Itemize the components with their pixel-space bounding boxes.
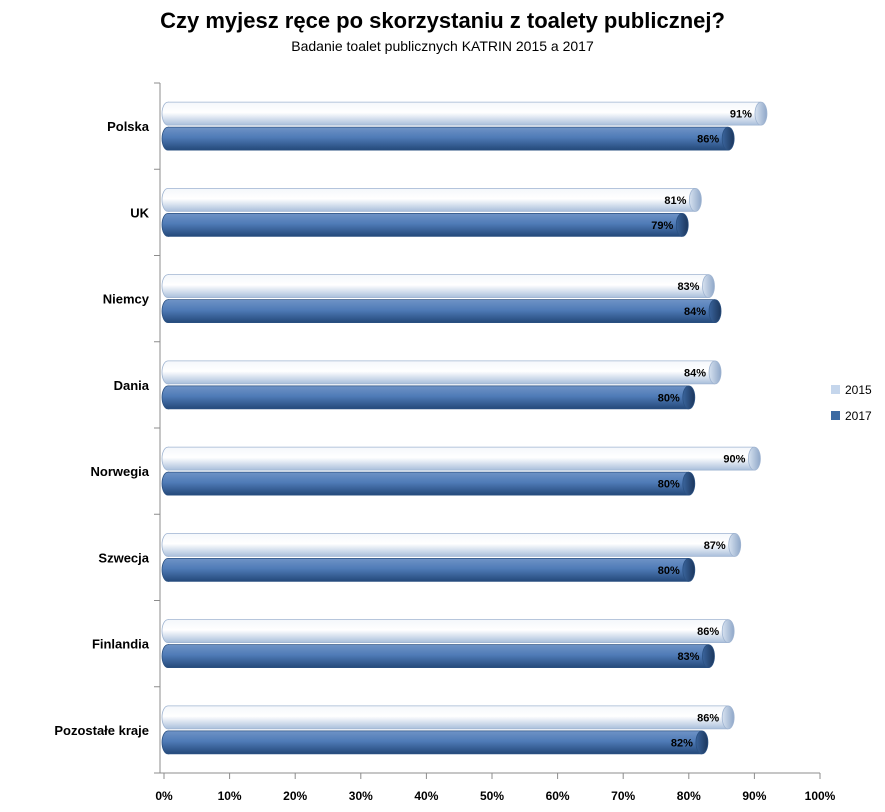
bar-2017-4: 80% xyxy=(161,471,696,496)
bar-2017-5: 80% xyxy=(161,557,696,582)
bar-2017-1: 79% xyxy=(161,212,689,237)
bar-body xyxy=(168,188,696,212)
x-tick-label: 70% xyxy=(611,789,635,803)
bar-2015-3: 84% xyxy=(161,360,722,385)
data-label: 81% xyxy=(664,195,686,207)
data-label: 87% xyxy=(704,540,726,552)
bar-2015-4: 90% xyxy=(161,446,761,471)
category-label: Dania xyxy=(114,378,150,393)
bar-body xyxy=(168,213,683,237)
bar-cap xyxy=(748,446,761,471)
bar-2015-1: 81% xyxy=(161,187,702,212)
bar-body xyxy=(168,385,689,409)
bar-cap xyxy=(688,187,702,212)
bar-cap xyxy=(682,471,696,496)
category-label: Polska xyxy=(107,119,150,134)
bar-cap xyxy=(728,532,742,557)
x-tick-label: 60% xyxy=(546,789,570,803)
data-label: 86% xyxy=(697,626,719,638)
bar-2015-0: 91% xyxy=(161,101,768,126)
data-label: 84% xyxy=(684,367,706,379)
bar-cap xyxy=(682,557,696,582)
bar-2017-2: 84% xyxy=(161,299,722,324)
data-label: 83% xyxy=(677,281,699,293)
bar-body xyxy=(168,644,709,668)
bar-cap xyxy=(708,360,722,385)
data-label: 86% xyxy=(697,712,719,724)
bar-2017-0: 86% xyxy=(161,126,735,151)
bar-body xyxy=(168,705,729,729)
bar-body xyxy=(168,360,716,384)
chart-subtitle: Badanie toalet publicznych KATRIN 2015 a… xyxy=(291,38,594,54)
bar-body xyxy=(168,127,729,151)
category-label: UK xyxy=(130,205,149,220)
category-label: Pozostałe kraje xyxy=(54,723,149,738)
data-label: 80% xyxy=(658,565,680,577)
data-label: 90% xyxy=(723,454,745,466)
axis-layer: 0% 10% 20% 30% 40% 50% 60% 70% 80% 90% 100% Polska U… xyxy=(54,82,836,803)
bar-2017-7: 82% xyxy=(161,730,709,755)
bar-cap xyxy=(702,644,715,669)
bar-body xyxy=(168,472,689,496)
bar-cap xyxy=(721,126,735,151)
bar-cap xyxy=(721,619,735,644)
bar-2015-7: 86% xyxy=(161,705,735,730)
bar-body xyxy=(168,274,709,298)
data-label: 79% xyxy=(651,220,673,232)
legend-label-2017: 2017 xyxy=(845,409,872,423)
data-label: 80% xyxy=(658,479,680,491)
bar-body xyxy=(168,619,729,643)
legend: 2015 2017 xyxy=(831,383,872,423)
bar-2015-6: 86% xyxy=(161,619,735,644)
bar-2017-6: 83% xyxy=(161,644,715,669)
bar-cap xyxy=(695,730,709,755)
data-label: 91% xyxy=(730,109,752,121)
legend-swatch-2015 xyxy=(831,385,840,394)
bar-body xyxy=(168,299,716,323)
x-tick-label: 100% xyxy=(805,789,836,803)
data-label: 86% xyxy=(697,134,719,146)
x-tick-label: 40% xyxy=(414,789,438,803)
bars-layer: 91% 86% 81% 79% 83% 84% 84% 80% 90% 80% 87% 80% 86% 8… xyxy=(161,101,768,755)
bar-cap xyxy=(675,212,689,237)
x-tick-label: 20% xyxy=(283,789,307,803)
category-label: Norwegia xyxy=(90,464,149,479)
x-tick-label: 80% xyxy=(677,789,701,803)
bar-body xyxy=(168,533,735,557)
bar-cap xyxy=(702,274,715,299)
x-tick-label: 30% xyxy=(349,789,373,803)
data-label: 84% xyxy=(684,306,706,318)
bar-cap xyxy=(754,101,768,126)
data-label: 83% xyxy=(677,651,699,663)
category-label: Niemcy xyxy=(103,292,150,307)
data-label: 82% xyxy=(671,737,693,749)
data-label: 80% xyxy=(658,392,680,404)
category-label: Szwecja xyxy=(98,550,149,565)
legend-label-2015: 2015 xyxy=(845,383,872,397)
category-label: Finlandia xyxy=(92,637,150,652)
bar-cap xyxy=(708,299,722,324)
x-tick-label: 50% xyxy=(480,789,504,803)
bar-cap xyxy=(721,705,735,730)
bar-cap xyxy=(682,385,696,410)
bar-2017-3: 80% xyxy=(161,385,696,410)
bar-2015-2: 83% xyxy=(161,274,715,299)
x-tick-label: 10% xyxy=(218,789,242,803)
bar-body xyxy=(168,558,689,582)
bar-body xyxy=(168,447,755,471)
legend-swatch-2017 xyxy=(831,411,840,420)
x-tick-label: 90% xyxy=(742,789,766,803)
chart-title: Czy myjesz ręce po skorzystaniu z toalet… xyxy=(160,8,725,33)
bar-body xyxy=(168,730,702,754)
bar-2015-5: 87% xyxy=(161,532,742,557)
x-tick-label: 0% xyxy=(155,789,173,803)
bar-body xyxy=(168,102,761,126)
